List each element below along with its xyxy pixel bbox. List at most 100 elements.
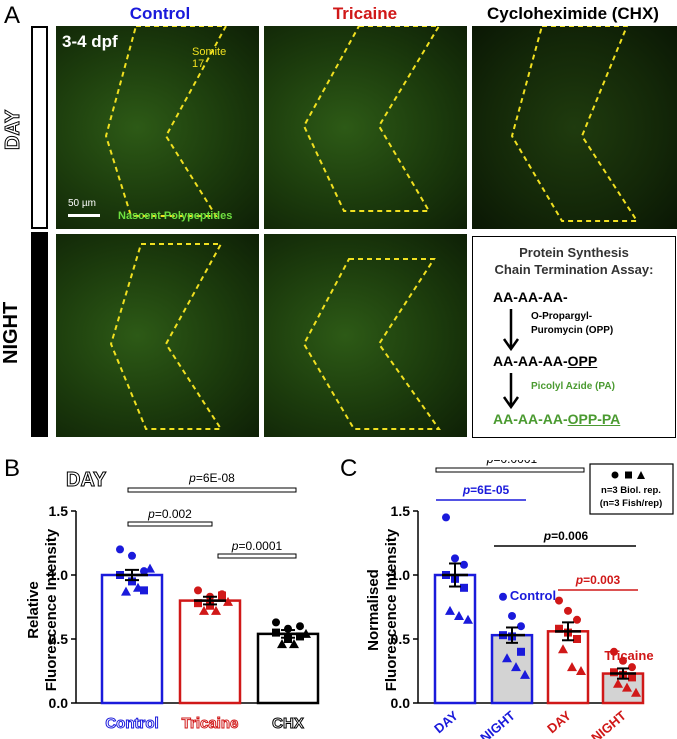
header-tricaine: Tricaine: [332, 4, 398, 23]
data-point: [564, 606, 572, 615]
step-3-prefix: AA-AA-AA-: [493, 411, 568, 427]
y-tick-label: 0.5: [391, 631, 411, 647]
data-point: [442, 513, 450, 522]
y-tick-label: 0.0: [49, 695, 69, 711]
data-point: [460, 560, 468, 569]
data-point: [454, 610, 464, 620]
image-night-tricaine: [264, 234, 467, 437]
data-point: [520, 669, 530, 679]
stain-label: Nascent Polypeptides: [118, 210, 233, 222]
p-value-label: p=6E-08: [188, 471, 235, 485]
y-axis-label-line1: Normalised: [365, 569, 382, 651]
y-tick-label: 1.0: [391, 567, 411, 583]
data-point: [517, 622, 525, 631]
data-point: [573, 635, 581, 643]
p-value-label: p=0.003: [575, 573, 621, 587]
data-point: [277, 639, 287, 649]
scheme-title-2: Chain Termination Assay:: [494, 262, 654, 277]
y-tick-label: 1.5: [49, 503, 69, 519]
bar-day: [433, 573, 477, 705]
data-point: [555, 624, 563, 633]
data-point: [296, 632, 304, 641]
assay-scheme-box: Protein Synthesis Chain Termination Assa…: [472, 236, 676, 438]
bar-day: [546, 630, 590, 705]
data-point: [128, 551, 136, 560]
scheme-step-1: AA-AA-AA-: [493, 289, 568, 305]
data-point: [567, 662, 577, 672]
row-label-day: DAY: [2, 109, 25, 150]
image-night-control: [56, 234, 259, 437]
x-tick-label: NIGHT: [588, 708, 629, 739]
bar-chx: [256, 632, 320, 705]
significance-bracket: [127, 487, 297, 493]
legend-line2: (n=3 Fish/rep): [600, 498, 663, 509]
reagent-1-line2: Puromycin (OPP): [531, 325, 614, 336]
x-tick-label: Tricaine: [182, 715, 239, 732]
data-point: [206, 601, 214, 610]
bar-control: [100, 573, 164, 705]
data-point: [463, 614, 473, 624]
panel-b-letter: B: [4, 455, 21, 482]
step-3-suffix: OPP-PA: [567, 411, 621, 427]
data-point: [460, 583, 468, 592]
data-point: [145, 563, 155, 573]
step-2-suffix: OPP: [567, 353, 598, 369]
x-tick-label: NIGHT: [477, 708, 518, 739]
data-point: [296, 622, 304, 631]
p-value-label: p=0.006: [543, 529, 589, 543]
chart-b: 0.0 0.5 1.0 1.5 Relative Fluorescence Intensi…: [25, 471, 320, 733]
age-label: 3-4 dpf: [62, 32, 118, 51]
p-value-label: p=6E-05: [462, 483, 510, 497]
data-point: [499, 592, 507, 601]
reagent-2: Picolyl Azide (PA): [531, 381, 615, 392]
bar-night: [490, 633, 534, 705]
y-tick-label: 0.5: [49, 631, 69, 647]
data-point: [284, 635, 292, 643]
image-day-control: 3-4 dpf Somite 17 50 µm Nascent Polypept…: [56, 26, 259, 229]
data-point: [558, 644, 568, 654]
panel-b-title: DAY: [65, 469, 107, 492]
panel-c-letter: C: [340, 455, 358, 482]
day-indicator-bar: [31, 26, 48, 229]
data-point: [272, 628, 280, 637]
image-day-tricaine: [264, 26, 467, 229]
scheme-title-1: Protein Synthesis: [519, 245, 629, 260]
data-point: [223, 596, 233, 606]
group-label-tricaine: Tricaine: [604, 648, 653, 663]
data-point: [194, 599, 202, 608]
legend-line1: n=3 Biol. rep.: [601, 485, 661, 496]
data-point: [116, 545, 124, 554]
data-point: [517, 647, 525, 656]
p-value-label: p=0.0001: [231, 539, 283, 553]
data-point: [622, 682, 632, 692]
x-tick-label: DAY: [431, 708, 461, 737]
somite-outline: [302, 26, 441, 212]
scheme-step-3: AA-AA-AA-OPP-PA: [493, 411, 620, 427]
scale-bar-label: 50 µm: [68, 198, 96, 209]
legend-circle-marker: [611, 471, 619, 479]
y-axis-label-line2: Fluorescence Intensity: [43, 528, 60, 691]
y-axis-label-line1: Relative: [25, 581, 42, 639]
data-point: [133, 582, 143, 592]
data-point: [289, 639, 299, 649]
p-value-label: p=0.0001: [486, 460, 538, 466]
arrow-down-icon: [502, 373, 520, 410]
panel-a-letter: A: [4, 2, 21, 29]
legend-square-marker: [625, 471, 632, 479]
x-tick-label: CHX: [272, 715, 304, 732]
significance-bracket: [217, 553, 297, 559]
chart-c: 0.0 0.5 1.0 1.5 Normalised Fluorescence Inten…: [365, 460, 674, 739]
image-day-chx: [472, 26, 677, 229]
reagent-1-line1: O-Propargyl-: [531, 311, 593, 322]
data-point: [272, 618, 280, 627]
data-point: [451, 554, 459, 563]
significance-bracket: [127, 521, 213, 527]
data-point: [511, 662, 521, 672]
somite-outline: [109, 243, 223, 430]
y-tick-label: 1.0: [49, 567, 69, 583]
data-point: [301, 628, 311, 638]
data-point: [619, 656, 627, 665]
somite-label: Somite 17: [192, 46, 227, 71]
arrow-down-icon: [502, 309, 520, 352]
data-point: [502, 653, 512, 663]
